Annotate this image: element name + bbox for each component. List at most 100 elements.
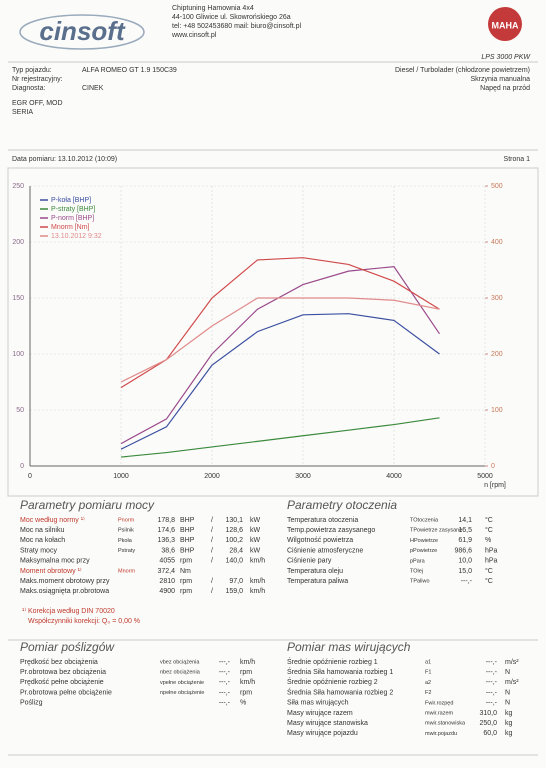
row-cell: rpm: [180, 558, 192, 565]
legend-label: P-straty [BHP]: [51, 206, 95, 213]
drive: Napęd na przód: [480, 85, 530, 92]
row-cell: hPa: [485, 547, 498, 554]
row-cell: 2810: [159, 578, 175, 585]
series-line: [120, 266, 440, 445]
row-cell: km/h: [250, 558, 265, 565]
row-cell: Nm: [180, 568, 191, 575]
row-cell: 16,5: [458, 527, 472, 534]
row-symbol: Psilnik: [118, 528, 134, 534]
row-cell: °C: [485, 577, 493, 585]
row-cell: 140,0: [225, 558, 243, 565]
x-tick-label: 2000: [204, 473, 220, 480]
row-cell: 28,4: [229, 547, 243, 554]
legend-label: P-koła [BHP]: [51, 197, 91, 204]
row-label: Średnia Siła hamowania rozbieg 2: [287, 687, 393, 696]
y2-tick-label: 0: [491, 463, 495, 470]
row-label: Temperatura paliwa: [287, 578, 348, 585]
row-cell: N: [505, 689, 510, 696]
x-tick-label: 1000: [113, 473, 129, 480]
row-cell: °C: [485, 567, 493, 575]
section-title: Pomiar mas wirujących: [287, 640, 411, 654]
row-symbol: Pstraty: [118, 548, 135, 554]
row-cell: BHP: [180, 527, 195, 534]
row-cell: m/s²: [505, 679, 519, 686]
row-label: Pr.obrotowa bez obciążenia: [20, 669, 106, 676]
row-cell: /: [211, 578, 213, 585]
section-title: Parametry pomiaru mocy: [20, 498, 155, 512]
row-symbol: Fwir.rozpęd: [425, 700, 453, 706]
x-tick-label: 3000: [295, 473, 311, 480]
brand: MAHA: [492, 20, 519, 30]
row-cell: ---,-: [219, 659, 231, 666]
row-cell: kW: [250, 517, 261, 524]
row-cell: ---,-: [219, 689, 231, 696]
row-symbol: HPowietrze: [410, 538, 438, 544]
page-number: Strona 1: [504, 156, 531, 163]
row-symbol: a2: [425, 680, 431, 686]
row-cell: 310,0: [479, 710, 497, 717]
row-label: Temperatura otoczenia: [287, 517, 358, 524]
series-line: [120, 313, 440, 450]
row-cell: %: [485, 537, 491, 544]
y2-tick-label: 100: [491, 407, 503, 414]
row-symbol: nbez obciążenia: [160, 670, 201, 676]
y2-tick-label: 200: [491, 351, 503, 358]
tables: Parametry pomiaru mocy Moc według normy ¹…: [20, 498, 519, 737]
engine: Diesel / Turbolader (chłodzone powietrze…: [395, 67, 530, 74]
row-cell: 130,1: [225, 517, 243, 524]
row-cell: rpm: [240, 689, 252, 696]
row-cell: 38,6: [161, 547, 175, 554]
row-symbol: Pkoła: [118, 538, 133, 544]
label: Diagnosta:: [12, 85, 46, 92]
row-cell: km/h: [250, 588, 265, 595]
row-label: Temperatura oleju: [287, 568, 343, 575]
x-tick-label: 5000: [477, 473, 493, 480]
row-label: Moc według normy ¹⁾: [20, 516, 85, 524]
row-cell: 986,6: [454, 547, 472, 554]
row-cell: 128,6: [225, 527, 243, 534]
row-cell: 136,3: [157, 537, 175, 544]
legend-label: Mnorm [Nm]: [51, 224, 90, 231]
row-label: Maks.moment obrotowy przy: [20, 578, 110, 585]
row-symbol: pPowietrze: [410, 548, 437, 554]
row-symbol: pPara: [410, 558, 426, 564]
row-cell: 60,0: [483, 730, 497, 737]
row-symbol: TPaliwo: [410, 579, 430, 585]
y-tick-label: 0: [20, 463, 24, 470]
row-cell: kg: [505, 730, 513, 737]
row-symbol: F1: [425, 670, 431, 676]
row-cell: %: [240, 700, 246, 707]
row-cell: ---,-: [486, 700, 498, 707]
row-cell: ---,-: [219, 669, 231, 676]
row-cell: 15,0: [458, 568, 472, 575]
row-cell: 100,2: [225, 537, 243, 544]
row-label: Wilgotność powietrza: [287, 537, 353, 544]
chart-frame: [7, 167, 539, 497]
row-label: Ciśnienie pary: [287, 558, 332, 565]
address: 44-100 Gliwice ul. Skowrońskiego 26a: [172, 14, 291, 21]
measurement-date: Data pomiaru: 13.10.2012 (10:09): [12, 156, 117, 163]
row-cell: 159,0: [225, 588, 243, 595]
row-cell: ---,-: [219, 700, 231, 707]
row-label: Moment obrotowy ¹⁾: [20, 567, 82, 575]
row-symbol: mwir.razem: [425, 710, 454, 716]
power-note: Współczynniki korekcji: Q₀ = 0,00 %: [28, 618, 140, 625]
row-cell: hPa: [485, 558, 498, 565]
gearbox: Skrzynia manualna: [470, 76, 530, 83]
row-label: Masy wirujące stanowiska: [287, 720, 368, 727]
row-cell: BHP: [180, 517, 195, 524]
y-tick-label: 50: [16, 407, 24, 414]
row-symbol: mwir.pojazdu: [425, 731, 457, 737]
section-title: Parametry otoczenia: [287, 498, 397, 512]
row-label: Ciśnienie atmosferyczne: [287, 547, 363, 554]
row-cell: km/h: [240, 679, 255, 686]
row-symbol: TOtoczenia: [410, 517, 439, 523]
legend-label: 13.10.2012 9:32: [51, 233, 102, 240]
row-cell: /: [211, 527, 213, 534]
series-line: [120, 257, 440, 389]
row-label: Moc na kołach: [20, 537, 65, 544]
x-tick-label: 0: [28, 473, 32, 480]
row-cell: /: [211, 547, 213, 554]
row-cell: 10,0: [458, 558, 472, 565]
